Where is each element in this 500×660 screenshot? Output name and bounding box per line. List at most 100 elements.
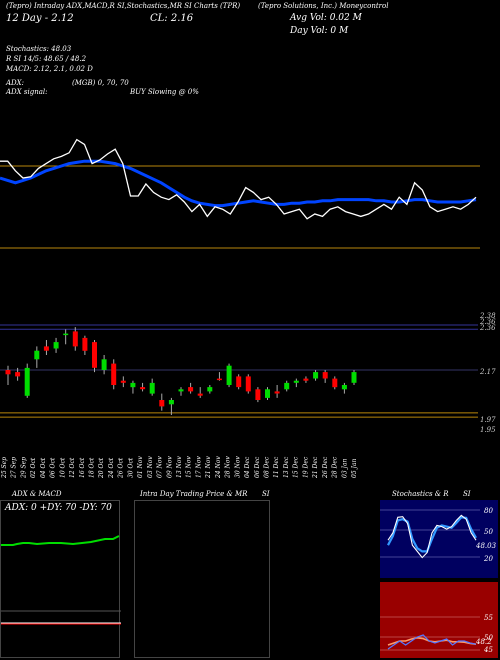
stoch-grid [380, 509, 480, 651]
stoch-scale-20: 20 [484, 555, 493, 563]
candle-body [92, 342, 97, 368]
candle-body [43, 346, 49, 351]
candle-body [313, 372, 319, 379]
adx-panel-values: ADX: 0 +DY: 70 -DY: 70 [5, 503, 112, 513]
mrsi-panel-suffix: SI [262, 490, 270, 498]
adx-panel: ADX: 0 +DY: 70 -DY: 70 [0, 500, 121, 658]
date-tick-label: 08 Dec [264, 456, 271, 478]
indicator-line [0, 138, 477, 220]
price-label-mid: 2.17 [480, 368, 496, 376]
stoch-scale-50: 50 [484, 528, 493, 536]
indicator-overlay [0, 138, 480, 249]
price-label-upper3: 2.36 [480, 324, 496, 332]
avg-vol: Avg Vol: 0.02 M [290, 13, 362, 23]
date-tick-label: 18 Oct [89, 457, 96, 478]
buy-signal: BUY Slowing @ 0% [130, 88, 199, 96]
price-label-lower2: 1.95 [480, 426, 496, 434]
date-tick-label: 10 Oct [59, 457, 66, 478]
candle-body [5, 370, 11, 375]
candle-body [72, 331, 78, 347]
date-tick-label: 29 Sep [20, 457, 27, 479]
adx-line [1, 535, 120, 546]
adx-signal-label: ADX signal: [6, 88, 48, 96]
candle-body [63, 333, 69, 336]
date-tick-label: 30 Nov [234, 456, 241, 478]
date-tick-label: 17 Nov [195, 456, 202, 478]
date-tick-label: 24 Oct [108, 457, 115, 479]
stoch-value-label: 48.03 [476, 542, 497, 550]
date-tick-label: 11 Dec [273, 456, 280, 478]
stoch-lines [387, 514, 477, 559]
rsi-lines [387, 634, 477, 650]
date-tick-label: 05 Jan [351, 458, 358, 478]
date-tick-label: 25 Sep [1, 457, 8, 479]
candle-body [140, 387, 146, 390]
stoch-panel: 80 50 20 48.03 55 50 45 48.2 [380, 500, 498, 658]
price-label-lower1: 1.97 [480, 416, 496, 424]
price-label-upper2: 2.36 [480, 318, 496, 326]
candle-body [322, 372, 328, 379]
date-tick-label: 21 Nov [205, 456, 212, 479]
candle-body [284, 382, 290, 390]
candle-body [245, 376, 251, 392]
rsi-scale-55: 55 [484, 614, 493, 622]
main-price-chart: 25 Sep 27 Sep 29 Sep 02 Oct 04 Oct 06 Oct 10 O… [0, 138, 480, 479]
adx-panel-title: ADX & MACD [12, 490, 62, 498]
stoch-background [380, 500, 498, 578]
stoch-rsi-plot [380, 500, 498, 658]
stochastics-value: Stochastics: 48.03 [6, 45, 72, 53]
candle-body [216, 378, 222, 381]
candle-body [236, 376, 242, 388]
indicators-title: (Tepro) Intraday ADX,MACD,R SI,Stochasti… [6, 2, 241, 10]
date-tick-label: 06 Dec [254, 456, 261, 478]
stochastic-line [387, 514, 477, 559]
candle-body [226, 365, 232, 385]
date-tick-label: 26 Oct [118, 457, 125, 479]
date-tick-label: 04 Dec [244, 456, 251, 478]
candle-body [111, 363, 117, 385]
day-vol: Day Vol: 0 M [290, 26, 349, 36]
candle-body [82, 337, 88, 351]
date-tick-label: 07 Nov [157, 456, 164, 478]
date-tick-label: 20 Oct [98, 457, 105, 479]
stoch-panel-suffix: SI [463, 490, 471, 498]
rsi-scale-45: 45 [484, 646, 493, 654]
date-tick-label: 16 Oct [79, 457, 86, 478]
date-tick-label: 13 Nov [176, 456, 183, 478]
adx-values: (MGB) 0, 70, 70 [72, 79, 129, 87]
candle-body [15, 372, 21, 377]
candle-body [149, 382, 155, 394]
date-tick-label: 21 Dec [312, 456, 319, 479]
date-tick-label: 09 Nov [166, 456, 173, 478]
candle-body [332, 378, 338, 388]
candle-body [34, 350, 40, 360]
candle-body [265, 389, 270, 398]
date-tick-label: 01 Nov [137, 456, 144, 478]
date-axis: 25 Sep 27 Sep 29 Sep 02 Oct 04 Oct 06 Oct 10 O… [1, 456, 358, 479]
date-tick-label: 02 Oct [30, 457, 37, 478]
candle-body [255, 389, 261, 400]
mrsi-panel [134, 500, 270, 658]
candle-body [178, 389, 184, 392]
candle-body [53, 342, 59, 349]
date-tick-label: 12 Oct [69, 457, 76, 478]
candlesticks [5, 327, 357, 415]
date-tick-label: 28 Dec [332, 456, 339, 479]
mrsi-panel-title: Intra Day Trading Price & MR [140, 490, 248, 498]
macd-value: MACD: 2.12, 2.1, 0.02 D [6, 65, 93, 73]
date-tick-label: 03 Jan [341, 458, 348, 478]
adx-panel-plot [1, 535, 121, 625]
price-levels [0, 324, 478, 418]
date-label: 12 Day - 2.12 [6, 13, 74, 24]
date-tick-label: 13 Dec [283, 456, 290, 478]
date-tick-label: 15 Nov [186, 456, 193, 478]
rsi-scale-50: 50 [484, 634, 493, 642]
rsi-value: R SI 14/5: 48.65 / 48.2 [6, 55, 87, 63]
adx-label: ADX: [6, 79, 25, 87]
date-tick-label: 30 Oct [127, 457, 134, 478]
candle-body [207, 387, 213, 392]
date-tick-label: 19 Dec [302, 456, 309, 478]
date-tick-label: 28 Nov [225, 456, 232, 479]
rsi-line [387, 634, 477, 650]
close-label: CL: 2.16 [150, 13, 194, 24]
